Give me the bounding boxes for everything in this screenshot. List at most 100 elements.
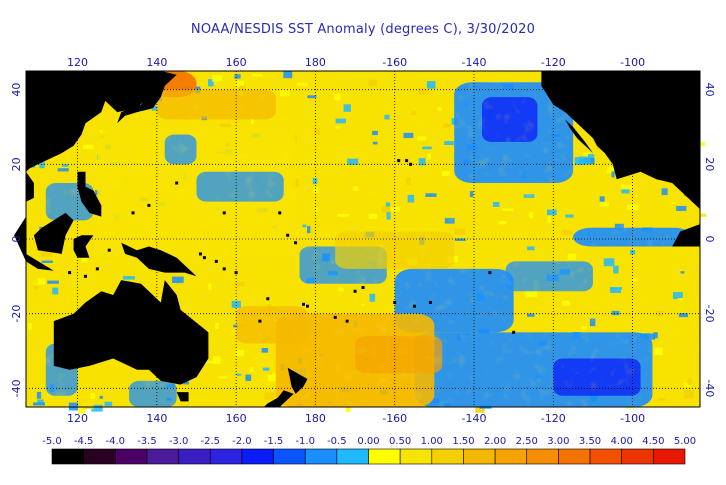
colorbar: -5.0 -4.5 -4.0 -3.5 -3.0 -2.5 -2.0 -1.5 -1.0 -0.5… xyxy=(42,436,696,465)
island-marker xyxy=(222,211,226,215)
philippines xyxy=(77,171,102,217)
island-marker xyxy=(202,256,206,260)
colorbar-tick-label: -3.5 xyxy=(137,436,157,447)
gulf-mexico-land xyxy=(640,71,700,139)
lat-tick-label-left: -40 xyxy=(10,379,23,397)
lon-tick-label-bottom: 180 xyxy=(305,412,326,425)
island-marker xyxy=(397,159,401,163)
lon-tick-label-bottom: -120 xyxy=(541,412,566,425)
colorbar-swatch xyxy=(209,448,243,465)
colorbar-tick-label: -1.0 xyxy=(295,436,315,447)
sst-speckle xyxy=(91,404,103,412)
lat-tick-label-right: -20 xyxy=(703,305,716,323)
lat-tick-label-left: 40 xyxy=(10,83,23,97)
island-marker xyxy=(413,304,417,308)
colorbar-tick-label: -1.5 xyxy=(264,436,284,447)
lat-tick-label-left: 20 xyxy=(10,157,23,171)
colorbar-tick-label: -5.0 xyxy=(42,436,62,447)
colorbar-tick-label: 3.50 xyxy=(579,436,601,447)
colorbar-swatch xyxy=(621,448,654,465)
colorbar-swatch xyxy=(368,448,401,465)
lon-tick-label-bottom: -100 xyxy=(620,412,645,425)
island-marker xyxy=(428,300,432,304)
sulawesi xyxy=(73,235,94,258)
lon-tick-label-top: -160 xyxy=(382,56,407,69)
island-marker xyxy=(107,248,111,252)
colorbar-tick-label: 2.50 xyxy=(516,436,538,447)
lon-tick-label-top: 140 xyxy=(146,56,167,69)
colorbar-tick-label: 5.00 xyxy=(674,436,696,447)
sst-speckle xyxy=(345,404,351,413)
lon-tick-label-bottom: 160 xyxy=(226,412,247,425)
colorbar-tick-label: -2.0 xyxy=(232,436,252,447)
colorbar-tick-label: -3.0 xyxy=(169,436,189,447)
island-marker xyxy=(305,304,309,308)
lon-tick-label-bottom: -160 xyxy=(382,412,407,425)
map-frame xyxy=(25,70,701,408)
north-america-nw xyxy=(529,71,700,210)
sst-speckle xyxy=(699,213,707,217)
colorbar-tick-label: 3.00 xyxy=(547,436,569,447)
island-marker xyxy=(147,203,151,207)
lon-tick-label-bottom: 120 xyxy=(67,412,88,425)
island-marker xyxy=(286,233,290,237)
lat-tick-label-right: 40 xyxy=(703,83,716,97)
colorbar-tick-label: 4.50 xyxy=(642,436,664,447)
tasmania xyxy=(176,392,189,402)
island-marker xyxy=(266,297,270,301)
colorbar-swatch xyxy=(463,448,496,465)
lon-tick-label-top: 180 xyxy=(305,56,326,69)
island-marker xyxy=(68,271,72,275)
colorbar-swatch xyxy=(51,448,84,465)
lat-tick-label-left: -20 xyxy=(10,305,23,323)
colorbar-tick-label: 2.00 xyxy=(484,436,506,447)
colorbar-tick-label: 0.50 xyxy=(389,436,411,447)
island-marker xyxy=(83,274,87,278)
map-border xyxy=(25,70,701,408)
new-zealand-north xyxy=(287,367,308,394)
lon-tick-label-top: 120 xyxy=(67,56,88,69)
lon-tick-label-top: -120 xyxy=(541,56,566,69)
colorbar-tick-label: 0.00 xyxy=(357,436,379,447)
lon-tick-label-top: -100 xyxy=(620,56,645,69)
land-masks xyxy=(14,71,700,407)
colorbar-tick-label: 1.50 xyxy=(452,436,474,447)
south-america-nw xyxy=(672,224,700,247)
lat-tick-label-right: -40 xyxy=(703,379,716,397)
graticule xyxy=(26,71,700,407)
australia xyxy=(53,280,209,385)
asia-landmass xyxy=(26,71,165,172)
colorbar-tick-label: 1.00 xyxy=(421,436,443,447)
island-marker xyxy=(333,315,337,319)
colorbar-swatch xyxy=(589,448,622,465)
island-marker xyxy=(353,289,357,293)
indochina xyxy=(26,171,34,210)
colorbar-swatch xyxy=(273,448,306,465)
island-marker xyxy=(405,159,409,163)
island-marker xyxy=(95,267,99,271)
map-title: NOAA/NESDIS SST Anomaly (degrees C), 3/3… xyxy=(190,22,536,37)
lat-tick-label-left: 0 xyxy=(10,236,23,243)
lat-tick-label-right: 20 xyxy=(703,157,716,171)
colorbar-tick-label: 4.00 xyxy=(611,436,633,447)
colorbar-swatch xyxy=(399,448,433,465)
island-marker xyxy=(361,286,365,290)
island-marker xyxy=(198,252,202,256)
colorbar-swatch xyxy=(178,448,211,465)
japan xyxy=(117,71,177,124)
lon-tick-label-bottom: -140 xyxy=(462,412,487,425)
island-marker xyxy=(488,271,492,275)
lon-tick-label-top: -140 xyxy=(462,56,487,69)
baja-california xyxy=(565,119,593,154)
colorbar-swatch xyxy=(558,448,591,465)
colorbar-tick-label: -4.0 xyxy=(106,436,126,447)
island-marker xyxy=(175,181,179,185)
colorbar-swatch xyxy=(653,448,686,465)
colorbar-swatch xyxy=(431,448,464,465)
island-marker xyxy=(214,259,218,263)
island-marker xyxy=(222,267,226,271)
colorbar-swatch xyxy=(241,448,274,465)
colorbar-swatch xyxy=(494,448,528,465)
axis-ticks: 120 120 140 140 160 160 180 180 -160 -160 -140 -140… xyxy=(10,56,716,425)
